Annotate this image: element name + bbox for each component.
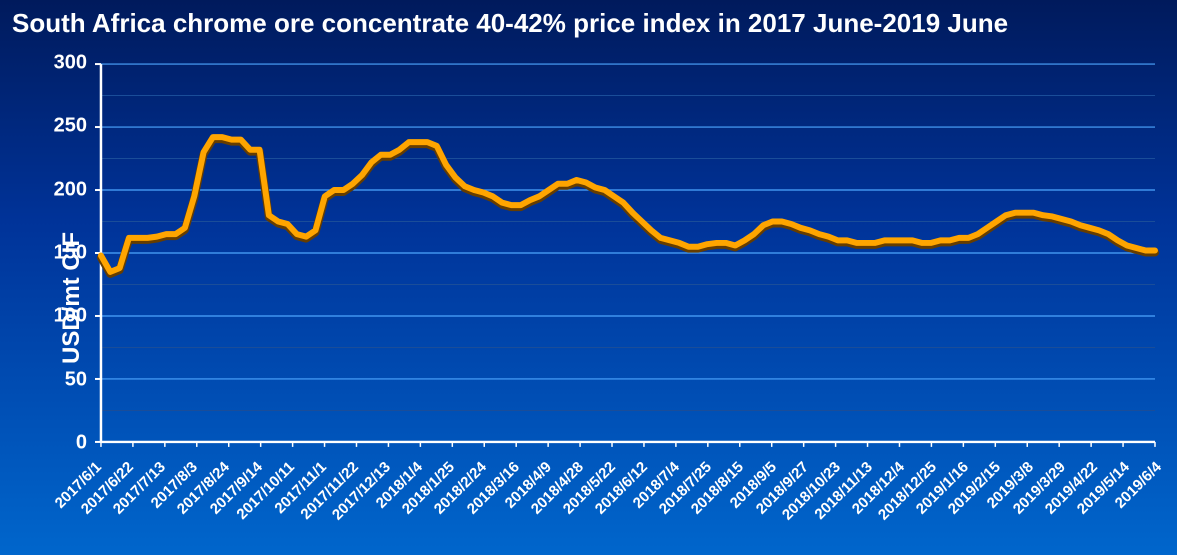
y-tick-label: 200 <box>37 178 87 201</box>
y-tick-label: 250 <box>37 115 87 138</box>
chart-container: USD/mt CIF 050100150200250300 2017/6/120… <box>0 43 1177 553</box>
line-chart-svg <box>95 63 1155 443</box>
price-line <box>101 137 1155 272</box>
y-tick-label: 50 <box>37 368 87 391</box>
y-tick-label: 0 <box>37 432 87 455</box>
x-ticks: 2017/6/12017/6/222017/7/132017/8/32017/8… <box>95 448 1155 553</box>
plot-area <box>95 63 1155 443</box>
y-tick-label: 100 <box>37 305 87 328</box>
chart-title: South Africa chrome ore concentrate 40-4… <box>0 0 1177 43</box>
y-tick-label: 300 <box>37 52 87 75</box>
y-tick-label: 150 <box>37 242 87 265</box>
